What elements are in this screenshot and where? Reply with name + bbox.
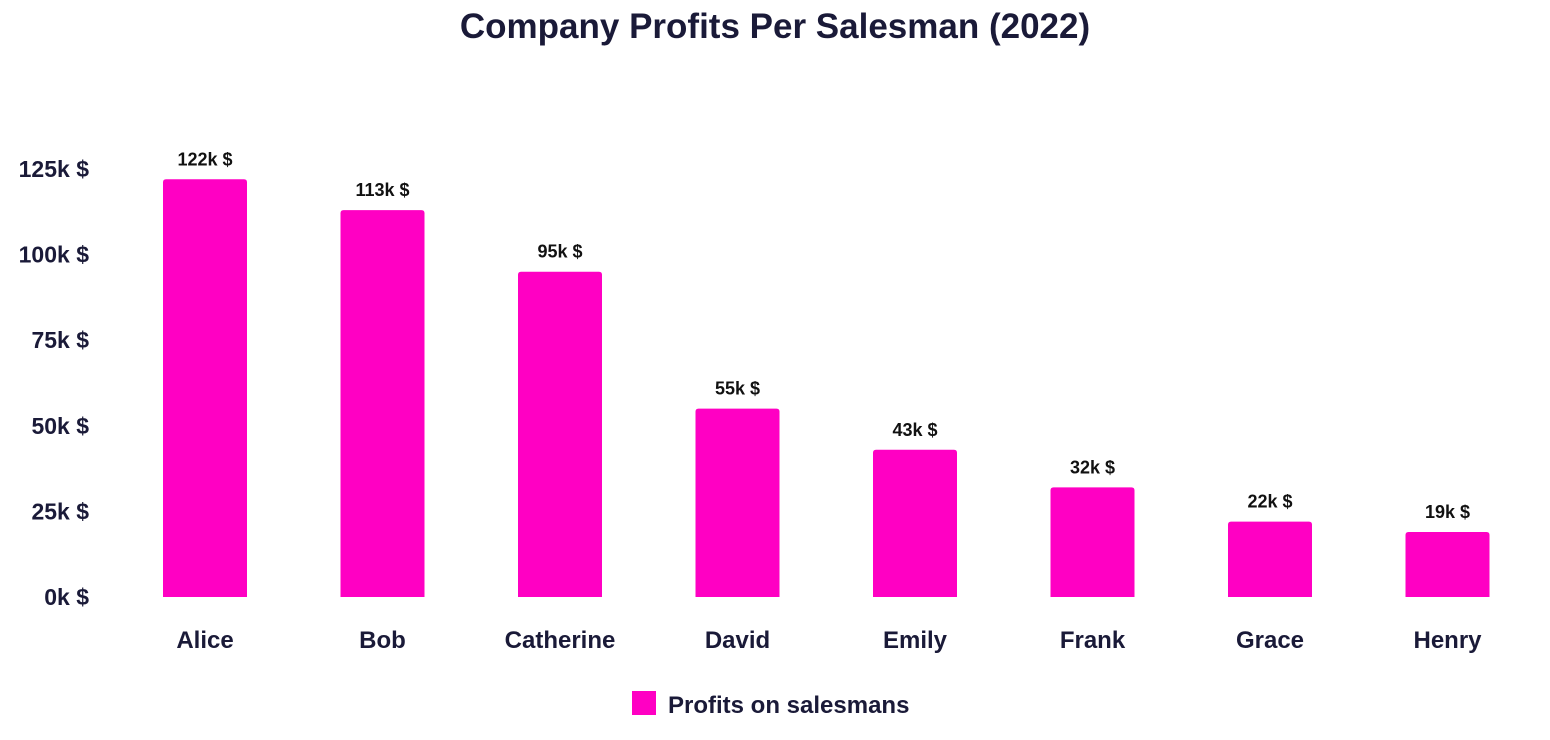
x-tick-label: Grace — [1236, 627, 1304, 654]
x-tick-label: Frank — [1060, 627, 1126, 654]
y-tick-label: 0k $ — [44, 584, 89, 610]
legend-label: Profits on salesmans — [668, 692, 909, 719]
data-label: 32k $ — [1070, 457, 1115, 477]
x-tick-label: Bob — [359, 627, 406, 654]
x-tick-label: Emily — [883, 627, 948, 654]
legend[interactable]: Profits on salesmans — [632, 691, 909, 719]
data-label: 113k $ — [355, 180, 409, 200]
bar-bob[interactable] — [340, 210, 425, 597]
x-axis: Alice Bob Catherine David Emily Frank Grace Hen… — [176, 627, 1482, 654]
data-label: 43k $ — [892, 420, 937, 440]
y-axis: 0k $ 25k $ 50k $ 75k $ 100k $ 125k $ — [19, 156, 90, 610]
bar-frank[interactable] — [1050, 487, 1135, 597]
bar-david[interactable] — [695, 408, 780, 597]
chart-title: Company Profits Per Salesman (2022) — [460, 7, 1090, 46]
y-tick-label: 25k $ — [31, 498, 89, 524]
x-tick-label: Henry — [1413, 627, 1482, 654]
x-tick-label: David — [705, 627, 770, 654]
data-label: 19k $ — [1425, 502, 1470, 522]
bar-emily[interactable] — [873, 449, 957, 597]
x-tick-label: Alice — [176, 627, 233, 654]
x-tick-label: Catherine — [505, 627, 616, 654]
data-label: 95k $ — [537, 242, 582, 262]
data-label: 55k $ — [715, 379, 760, 399]
bars: 122k $ 113k $ 95k $ 55k $ 43k $ 32k $ 22k $ 19k… — [163, 149, 1490, 597]
y-tick-label: 100k $ — [19, 242, 90, 268]
bar-catherine[interactable] — [518, 271, 602, 597]
y-tick-label: 50k $ — [31, 413, 89, 439]
bar-henry[interactable] — [1405, 531, 1490, 597]
bar-alice[interactable] — [163, 179, 247, 597]
data-label: 22k $ — [1247, 492, 1292, 512]
bar-grace[interactable] — [1228, 521, 1312, 597]
y-tick-label: 125k $ — [19, 156, 90, 182]
y-tick-label: 75k $ — [31, 327, 89, 353]
legend-swatch — [632, 691, 656, 715]
data-label: 122k $ — [177, 149, 232, 169]
